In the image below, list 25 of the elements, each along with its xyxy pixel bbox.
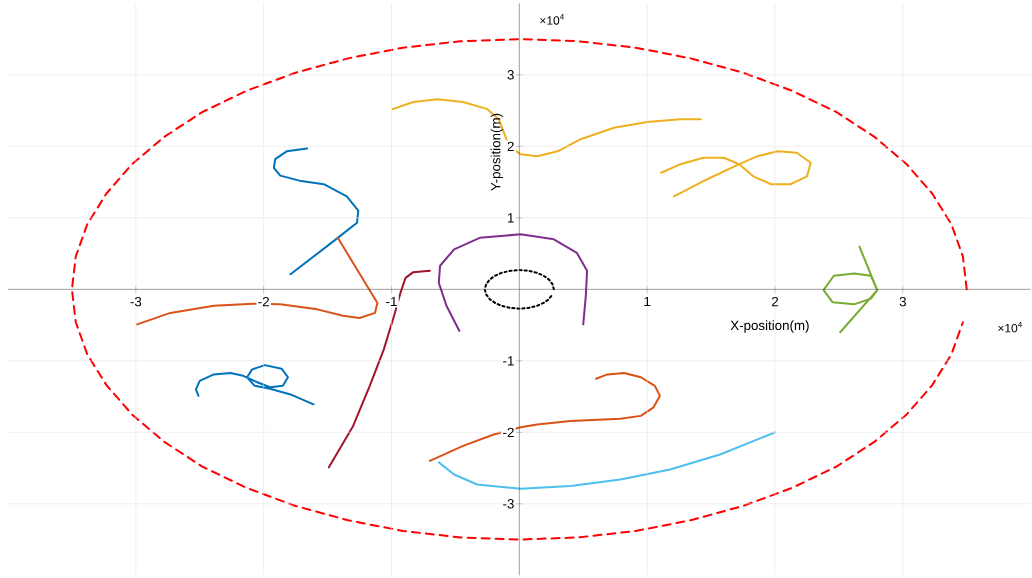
y-tick-label: -1 [503, 356, 514, 366]
annotation: ×10$^{4}$ [540, 14, 564, 25]
line-series [428, 371, 661, 462]
y-tick-label: 3 [507, 70, 514, 80]
y-tick-label: -3 [503, 499, 514, 509]
y-tick-label: 2 [507, 141, 514, 151]
line-series [660, 150, 812, 198]
x-tick-label: -2 [258, 296, 269, 307]
x-axis-title: X-position(m) [730, 320, 809, 333]
line-series [70, 38, 968, 541]
line-series [327, 269, 431, 469]
x-tick-label: 3 [899, 296, 906, 307]
x-tick-label: 1 [644, 296, 651, 307]
line-series [483, 269, 555, 310]
line-series [272, 147, 360, 276]
y-axis-title: Y-position(m) [490, 113, 504, 191]
x-tick-label: -3 [130, 296, 142, 307]
annotation: ×10$^{4}$ [998, 321, 1022, 333]
line-series [194, 364, 315, 406]
x-tick-label: -1 [386, 296, 397, 307]
x-tick-label: 2 [771, 296, 779, 307]
line-series [822, 245, 879, 334]
y-tick-label: -2 [503, 427, 514, 437]
line-series [437, 233, 589, 332]
y-tick-label: 1 [508, 213, 514, 223]
